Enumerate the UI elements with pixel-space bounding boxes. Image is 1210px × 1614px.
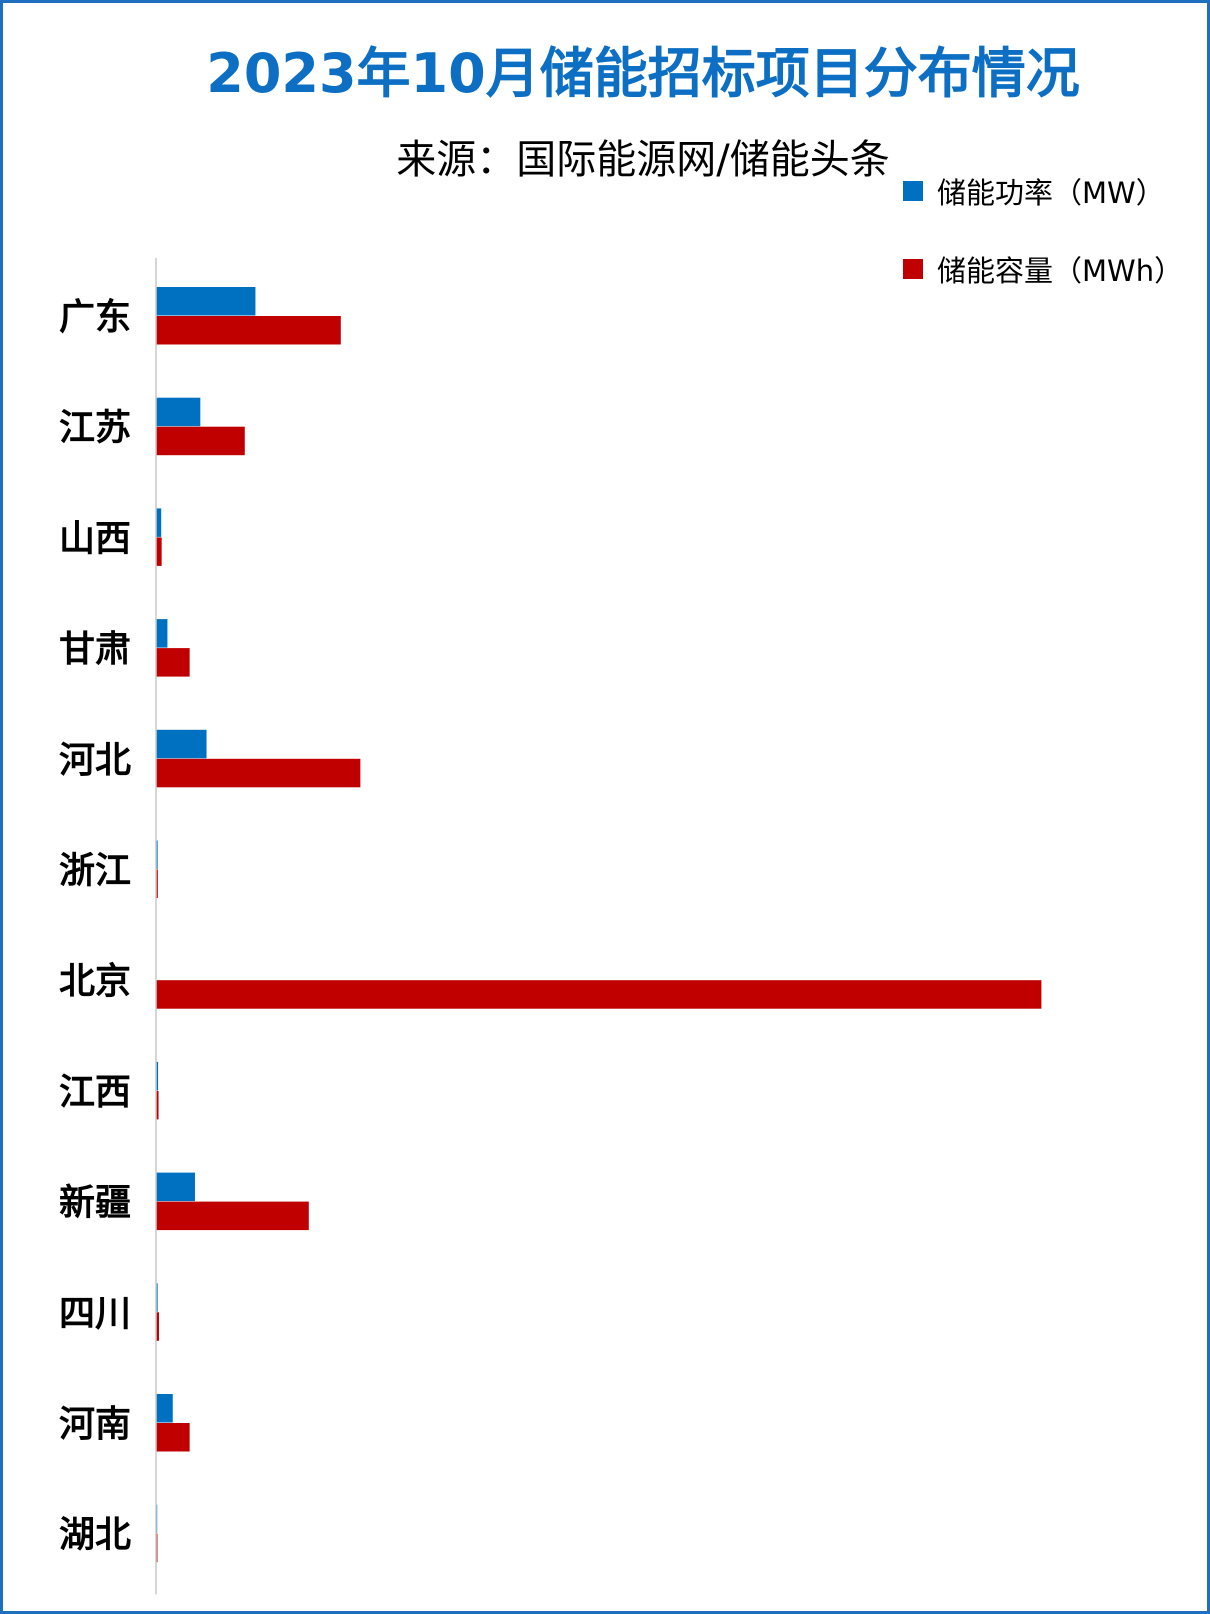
category-label: 湖北: [59, 1515, 131, 1556]
category-label: 江西: [59, 1072, 131, 1113]
bar-capacity: [156, 1090, 159, 1120]
legend-item-capacity: 储能容量（MWh）: [903, 249, 1183, 289]
category-label: 四川: [59, 1293, 131, 1334]
bar-power: [156, 1394, 173, 1423]
legend-label-power: 储能功率（MW）: [937, 176, 1165, 210]
bar-power: [156, 287, 256, 316]
bar-capacity: [156, 1201, 309, 1231]
bar-power: [156, 1283, 158, 1312]
legend-swatch-capacity: [903, 259, 923, 279]
legend-swatch-power: [903, 181, 923, 201]
chart-title: 2023年10月储能招标项目分布情况: [206, 42, 1080, 105]
bar-capacity: [156, 758, 361, 788]
category-label: 江苏: [59, 408, 131, 449]
category-label: 北京: [59, 960, 131, 1002]
bar-capacity: [156, 648, 190, 677]
bar-capacity: [156, 980, 1042, 1009]
category-label: 浙江: [59, 851, 131, 892]
bar-power: [156, 397, 201, 427]
bar-capacity: [156, 537, 162, 566]
chart-subtitle: 来源：国际能源网/储能头条: [396, 137, 890, 183]
bar-capacity: [156, 1423, 190, 1452]
bar-power: [156, 729, 207, 759]
bar-power: [156, 508, 162, 537]
category-label: 河北: [59, 740, 131, 781]
bar-power: [156, 1172, 195, 1202]
category-label: 山西: [59, 518, 131, 559]
bar-power: [156, 619, 168, 648]
bar-power: [156, 1061, 159, 1091]
bar-capacity: [156, 869, 158, 898]
bar-capacity: [156, 1533, 158, 1563]
bar-power: [156, 840, 158, 869]
category-label: 广东: [59, 297, 131, 338]
category-label: 新疆: [59, 1183, 131, 1224]
legend-item-power: 储能功率（MW）: [903, 171, 1183, 211]
chart-legend: 储能功率（MW） 储能容量（MWh）: [903, 171, 1183, 327]
bar-capacity: [156, 316, 341, 345]
bar-capacity: [156, 426, 245, 456]
category-label: 河南: [59, 1404, 131, 1445]
bar-capacity: [156, 1312, 159, 1341]
category-label: 甘肃: [59, 629, 131, 670]
legend-label-capacity: 储能容量（MWh）: [937, 254, 1184, 288]
